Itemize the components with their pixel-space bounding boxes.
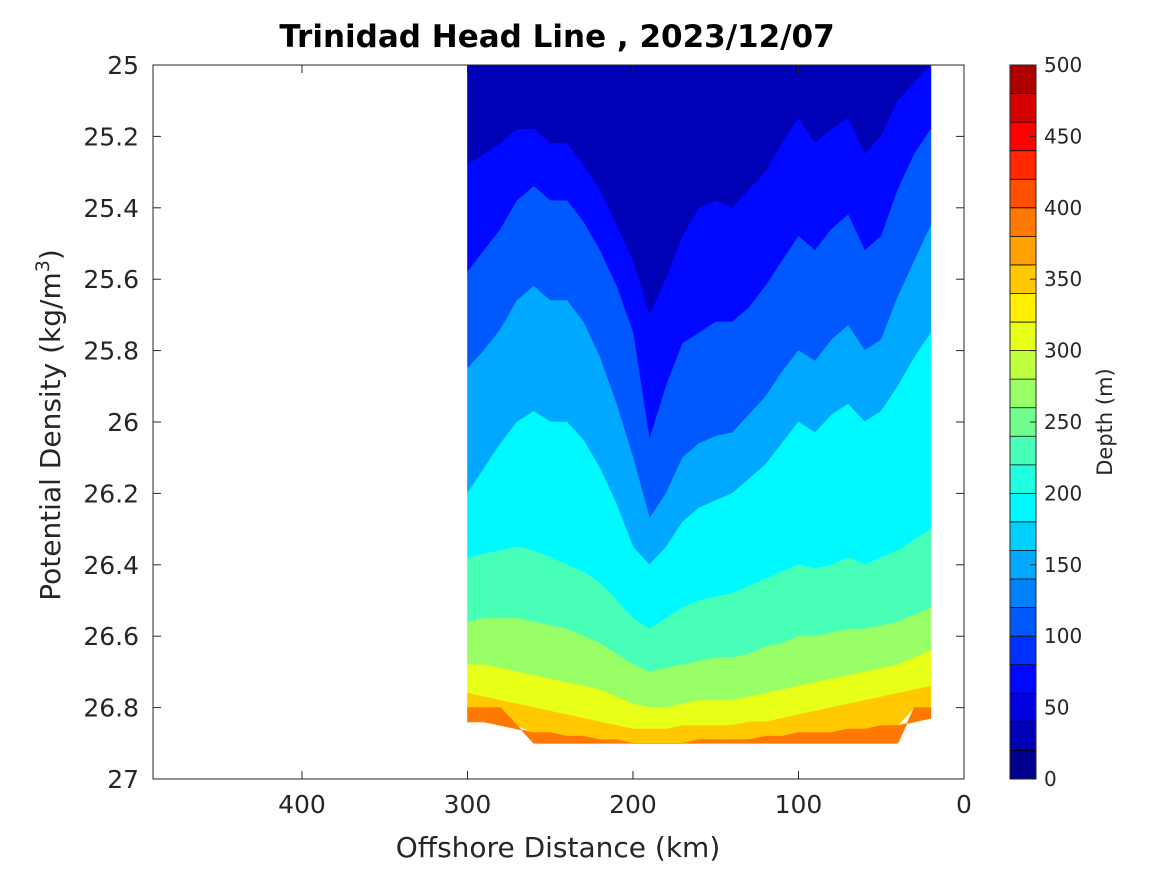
colorbar-tick-label: 150 [1044,553,1082,577]
colorbar-swatch [1010,579,1036,609]
y-tick-label: 25.8 [83,337,139,366]
colorbar-swatch [1010,379,1036,409]
plot-area: 400 300 200 100 0 25 25.2 25.4 25.6 25.8 26 26.2 26… [83,51,972,819]
colorbar-swatch [1010,322,1036,352]
colorbar-swatch [1010,664,1036,694]
colorbar-swatch [1010,236,1036,266]
x-tick-label: 400 [278,790,326,819]
y-tick-label: 25.4 [83,194,139,223]
y-axis-label-close: ) [34,249,67,260]
colorbar-tick-label: 350 [1044,267,1082,291]
x-tick-label: 200 [609,790,657,819]
x-tick-label: 100 [775,790,823,819]
colorbar-label: Depth (m) [1093,368,1117,475]
colorbar-swatch [1010,750,1036,780]
colorbar-swatch [1010,350,1036,380]
colorbar-tick-label: 250 [1044,410,1082,434]
y-tick-label: 26.2 [83,479,139,508]
colorbar-swatch [1010,521,1036,552]
colorbar-ticks: 0 50 100 150 200 250 300 350 400 450 500 [1030,53,1082,791]
colorbar-swatch [1010,721,1036,751]
y-tick-label: 25.6 [83,265,139,294]
colorbar-swatch [1010,493,1036,523]
colorbar-swatch [1010,207,1036,237]
x-axis-ticks: 400 300 200 100 0 [278,65,972,819]
colorbar-swatch [1010,150,1036,180]
colorbar-swatch [1010,293,1036,323]
y-tick-label: 26.8 [83,694,139,723]
colorbar-tick-label: 450 [1044,124,1082,148]
contour-band-450-500m [467,707,932,744]
y-tick-label: 26 [107,408,139,437]
contour-fills [467,65,932,744]
colorbar-swatch [1010,436,1036,466]
y-tick-label: 26.6 [83,622,139,651]
y-tick-label: 27 [107,765,139,794]
y-tick-label: 25.2 [83,122,139,151]
x-axis-label: Offshore Distance (km) [396,831,721,864]
x-tick-label: 300 [444,790,492,819]
colorbar-swatch [1010,464,1036,494]
colorbar-tick-label: 400 [1044,196,1082,220]
y-tick-label: 25 [107,51,139,80]
colorbar-tick-label: 100 [1044,624,1082,648]
colorbar-swatch [1010,179,1036,209]
colorbar-tick-label: 50 [1044,696,1069,720]
x-tick-label: 0 [956,790,972,819]
colorbar-tick-label: 300 [1044,339,1082,363]
y-axis-label-main: Potential Density (kg/m [34,272,67,601]
colorbar-tick-label: 0 [1044,767,1057,791]
y-axis-label: Potential Density (kg/m3) [32,249,67,601]
colorbar-swatch [1010,607,1036,637]
colorbar-swatch [1010,93,1036,123]
colorbar-tick-label: 500 [1044,53,1082,77]
chart-title: Trinidad Head Line , 2023/12/07 [279,19,834,55]
colorbar-tick-label: 200 [1044,481,1082,505]
y-axis-label-superscript: 3 [32,260,54,272]
colorbar: 0 50 100 150 200 250 300 350 400 450 500 [1009,53,1082,791]
y-axis-ticks: 25 25.2 25.4 25.6 25.8 26 26.2 26.4 26.6 26.8 27 [83,51,964,794]
y-tick-label: 26.4 [83,551,139,580]
colorbar-swatch [1010,65,1036,95]
colorbar-swatch [1010,636,1036,666]
